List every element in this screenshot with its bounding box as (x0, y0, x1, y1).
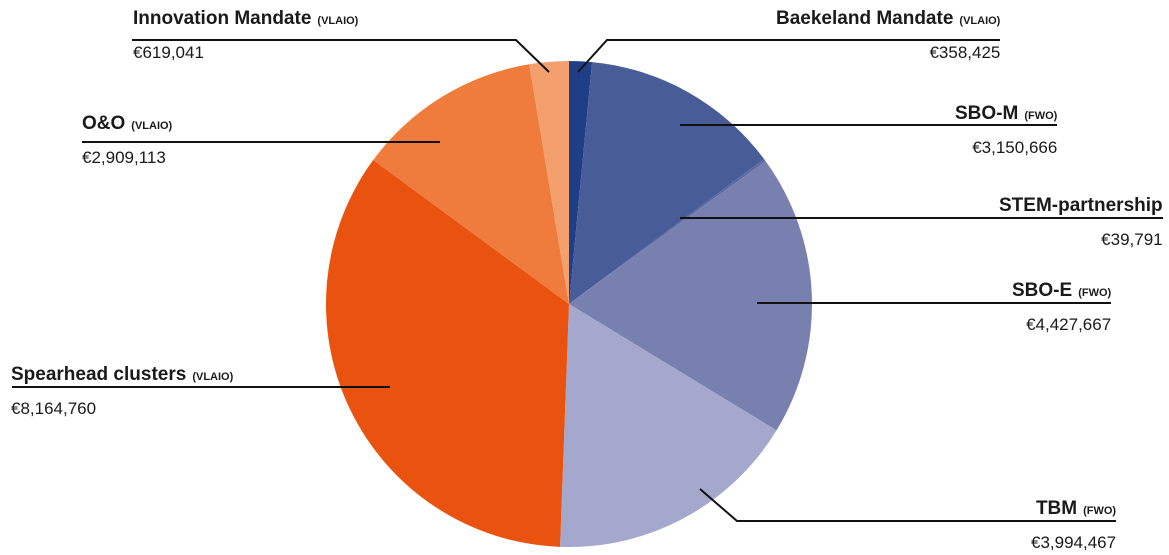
pie-slice-innovation-mandate (529, 61, 569, 304)
slice-org: (FWO) (1083, 505, 1117, 517)
pie-slice-o-o (373, 64, 569, 304)
slice-org: (FWO) (1078, 287, 1112, 299)
label-o-and-o: O&O (VLAIO) €2,909,113 (82, 113, 172, 169)
leader-lines (12, 39, 1163, 522)
slice-name: STEM-partnership (999, 195, 1163, 216)
slice-name: Spearhead clusters (11, 364, 187, 385)
pie-slice-spearhead-clusters (325, 160, 569, 547)
label-stem-partnership: STEM-partnership €39,791 (999, 195, 1163, 251)
label-spearhead-clusters: Spearhead clusters (VLAIO) €8,164,760 (11, 364, 233, 420)
slice-name: SBO-M (955, 103, 1019, 124)
label-innovation-mandate: Innovation Mandate (VLAIO) €619,041 (133, 8, 358, 64)
slice-value: €4,427,667 (1026, 315, 1112, 334)
slice-org: (VLAIO) (317, 15, 359, 27)
leader-line-baekeland-mandate (577, 39, 1000, 73)
pie-slice-tbm (560, 304, 777, 547)
slice-org: (FWO) (1024, 110, 1058, 122)
pie-slice-stem-partnership (569, 159, 766, 304)
slice-value: €358,425 (929, 43, 1001, 62)
slice-name: Baekeland Mandate (776, 8, 954, 29)
slice-org: (VLAIO) (131, 120, 173, 132)
leader-line-tbm (699, 488, 1116, 522)
slice-value: €3,994,467 (1031, 533, 1117, 552)
pie-slice-baekeland-mandate (569, 61, 593, 304)
slice-org: (VLAIO) (959, 15, 1001, 27)
slice-value: €2,909,113 (82, 148, 166, 167)
slice-name: SBO-E (1012, 280, 1073, 301)
slice-value: €619,041 (133, 43, 204, 62)
pie-slice-sbo-e (569, 161, 813, 431)
label-sbo-m: SBO-M (FWO) €3,150,666 (955, 103, 1057, 159)
label-sbo-e: SBO-E (FWO) €4,427,667 (1012, 280, 1111, 336)
label-baekeland-mandate: Baekeland Mandate (VLAIO) €358,425 (776, 8, 1000, 64)
slice-value: €3,150,666 (972, 138, 1058, 157)
slice-value: €8,164,760 (11, 399, 97, 418)
slice-name: TBM (1035, 498, 1078, 519)
label-tbm: TBM (FWO) €3,994,467 (1031, 498, 1116, 554)
slice-value: €39,791 (1101, 230, 1163, 249)
pie-slices (325, 61, 813, 547)
leader-line-innovation-mandate (132, 39, 550, 73)
slice-org: (VLAIO) (192, 371, 234, 383)
pie-slice-sbo-m (569, 62, 765, 304)
slice-name: O&O (82, 113, 126, 134)
slice-name: Innovation Mandate (133, 8, 312, 29)
